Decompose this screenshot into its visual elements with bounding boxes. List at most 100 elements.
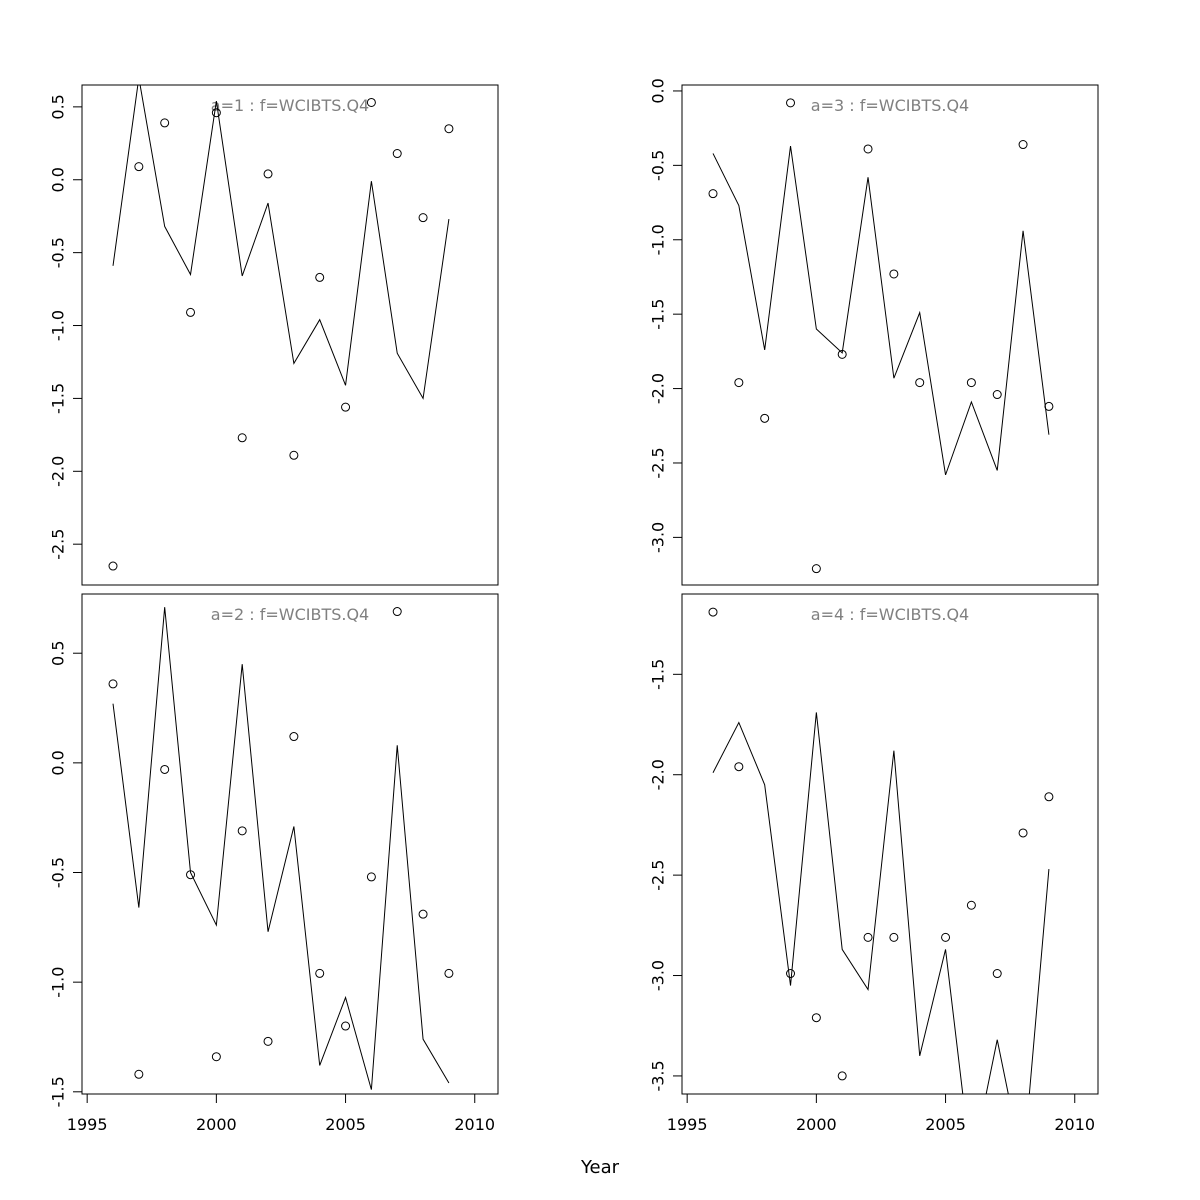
y-tick-label: -3.0: [649, 960, 668, 991]
data-point: [237, 433, 247, 443]
data-point: [211, 1052, 221, 1062]
fitted-line: [112, 85, 450, 400]
data-point: [708, 189, 718, 199]
y-tick-label: 0.0: [49, 750, 68, 775]
y-tick-label: -1.5: [49, 383, 68, 414]
data-point: [186, 307, 196, 317]
data-point: [966, 900, 976, 910]
data-point: [237, 826, 247, 836]
y-tick-label: -1.0: [49, 310, 68, 341]
data-point: [863, 144, 873, 154]
data-point: [889, 932, 899, 942]
y-tick-label: -0.5: [49, 857, 68, 888]
data-point: [734, 378, 744, 388]
data-point: [1044, 401, 1054, 411]
x-tick-label: 2005: [925, 1115, 966, 1134]
data-point: [786, 98, 796, 108]
plot-frame: [681, 84, 1099, 586]
y-tick-label: -1.5: [649, 659, 668, 690]
x-tick-label: 2010: [1054, 1115, 1095, 1134]
y-tick-label: -1.0: [49, 967, 68, 998]
y-tick-label: -2.0: [649, 759, 668, 790]
data-point: [1018, 828, 1028, 838]
y-tick-label: 0.0: [649, 78, 668, 103]
y-tick-label: -1.5: [649, 299, 668, 330]
data-point: [863, 932, 873, 942]
panel-1: -2.5 -2.0 -1.5 -1.0 -0.5 0.0 0.5 a=1 : f=WCIBTS…: [49, 84, 499, 586]
y-tick-label: -2.5: [49, 529, 68, 560]
y-tick-label: -0.5: [649, 150, 668, 181]
data-point: [418, 213, 428, 223]
y-tick-label: 0.5: [49, 94, 68, 119]
panel-2: -3.0 -2.5 -2.0 -1.5 -1.0 -0.5 0.0 a=3 : f=WCIBT…: [649, 78, 1099, 586]
panel-3: -1.5 -1.0 -0.5 0.0 0.5 1995 2000 2005 2010 a=2 : …: [49, 593, 499, 1134]
data-point: [889, 269, 899, 279]
data-point: [811, 1013, 821, 1023]
data-point: [966, 378, 976, 388]
x-tick-label: 1995: [667, 1115, 708, 1134]
data-point: [263, 1036, 273, 1046]
data-point: [392, 149, 402, 159]
x-tick-label: 2005: [325, 1115, 366, 1134]
y-tick-label: -3.5: [649, 1060, 668, 1091]
y-tick-label: -3.0: [649, 522, 668, 553]
x-tick-label: 1995: [67, 1115, 108, 1134]
data-point: [392, 607, 402, 617]
fitted-line: [712, 712, 1050, 1094]
data-point: [1044, 792, 1054, 802]
data-point: [837, 1071, 847, 1081]
data-point: [992, 969, 1002, 979]
data-point: [811, 564, 821, 574]
y-tick-label: -2.0: [49, 456, 68, 487]
y-tick-label: -0.5: [49, 237, 68, 268]
y-tick-label: 0.0: [49, 167, 68, 192]
data-point: [186, 870, 196, 880]
data-point: [134, 162, 144, 172]
data-point: [134, 1069, 144, 1079]
y-tick-label: -1.0: [649, 224, 668, 255]
y-tick-label: -1.5: [49, 1076, 68, 1107]
data-point: [837, 349, 847, 359]
data-point: [315, 968, 325, 978]
data-point: [341, 402, 351, 412]
data-point: [108, 561, 118, 571]
panel-title: a=4 : f=WCIBTS.Q4: [811, 605, 969, 624]
data-point: [418, 909, 428, 919]
fitted-line: [112, 607, 450, 1090]
data-point: [341, 1021, 351, 1031]
data-point: [915, 378, 925, 388]
x-tick-label: 2000: [196, 1115, 237, 1134]
y-tick-label: -2.0: [649, 373, 668, 404]
data-point: [444, 124, 454, 134]
x-tick-label: 2010: [454, 1115, 495, 1134]
y-tick-label: 0.5: [49, 640, 68, 665]
panel-title: a=3 : f=WCIBTS.Q4: [811, 96, 969, 115]
data-point: [992, 390, 1002, 400]
y-tick-label: -2.5: [649, 447, 668, 478]
data-point: [263, 169, 273, 179]
data-point: [941, 932, 951, 942]
x-axis-title: Year: [580, 1157, 620, 1178]
data-point: [760, 413, 770, 423]
data-point: [708, 607, 718, 617]
data-point: [1018, 140, 1028, 150]
data-point: [366, 872, 376, 882]
data-point: [160, 764, 170, 774]
data-point: [289, 732, 299, 742]
data-point: [289, 450, 299, 460]
fitted-line: [712, 145, 1050, 476]
panel-4: -3.5 -3.0 -2.5 -2.0 -1.5 1995 2000 2005 2010 a=4 …: [649, 593, 1099, 1134]
data-point: [211, 108, 221, 118]
data-point: [160, 118, 170, 128]
data-point: [108, 679, 118, 689]
data-point: [366, 97, 376, 107]
data-point: [315, 272, 325, 282]
data-point: [734, 762, 744, 772]
panel-title: a=1 : f=WCIBTS.Q4: [211, 96, 369, 115]
data-point: [786, 969, 796, 979]
data-point: [444, 968, 454, 978]
plot-frame: [81, 84, 499, 586]
x-tick-label: 2000: [796, 1115, 837, 1134]
